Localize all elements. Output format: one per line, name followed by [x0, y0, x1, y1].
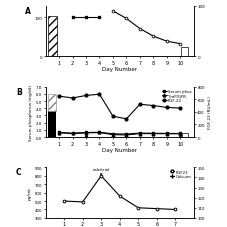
Text: B: B: [16, 87, 22, 96]
Bar: [181, 134, 188, 138]
X-axis label: Day Number: Day Number: [102, 147, 137, 152]
Y-axis label: Serum phosphorus (mg/dL): Serum phosphorus (mg/dL): [29, 84, 33, 141]
X-axis label: Day Number: Day Number: [102, 67, 137, 72]
Text: calcitriol: calcitriol: [92, 167, 109, 175]
Text: A: A: [25, 7, 31, 16]
Legend: Serum phos, TmP/GFR, FGF-23: Serum phos, TmP/GFR, FGF-23: [161, 89, 191, 103]
Y-axis label: pg/mL: pg/mL: [28, 186, 32, 200]
Bar: [48, 112, 56, 138]
Legend: FGF23, Calcium: FGF23, Calcium: [169, 170, 191, 179]
Y-axis label: FGF-23 (RU/mL): FGF-23 (RU/mL): [207, 96, 211, 129]
Bar: [180, 47, 187, 57]
Bar: [48, 94, 56, 112]
Bar: [47, 17, 57, 57]
Text: C: C: [16, 168, 22, 177]
